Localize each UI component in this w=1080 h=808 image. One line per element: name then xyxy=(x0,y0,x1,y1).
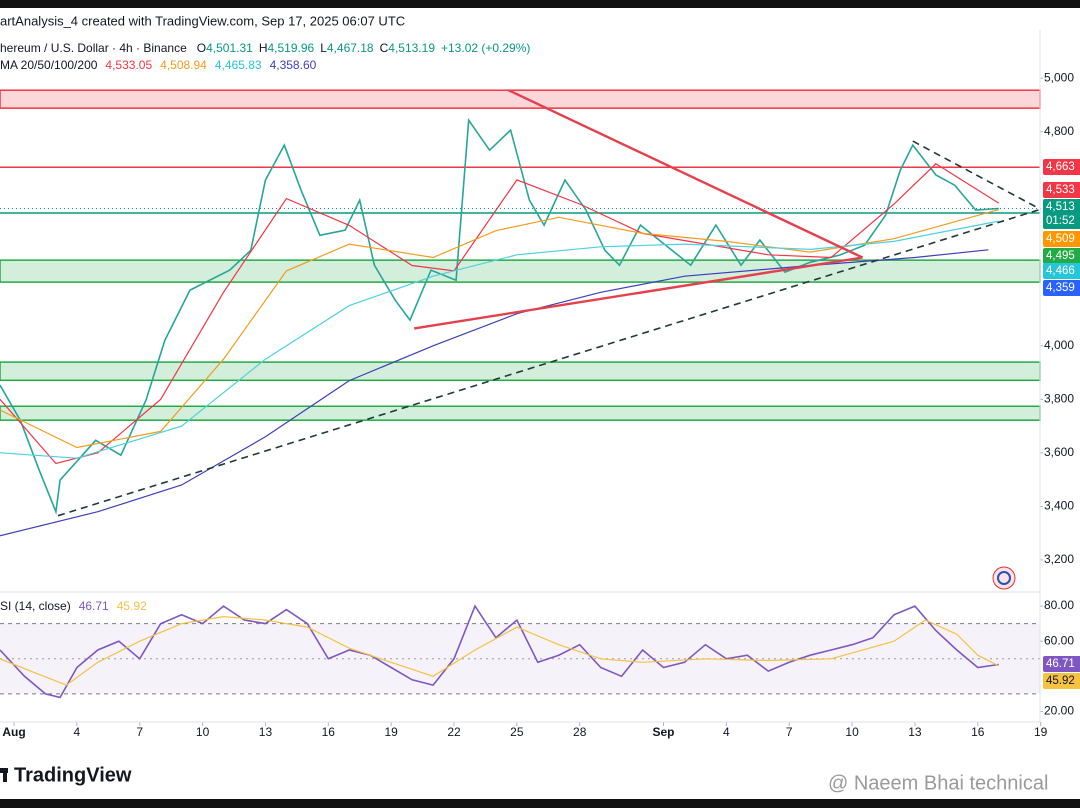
price-tag xyxy=(1043,199,1080,215)
series-line xyxy=(0,604,999,699)
rsi-value: 46.71 xyxy=(79,599,109,613)
logo-mark xyxy=(0,768,8,782)
x-tick-label: 4 xyxy=(74,725,81,739)
x-tick-label: 16 xyxy=(971,725,985,739)
x-tick-label: 10 xyxy=(196,725,210,739)
rsi-band xyxy=(0,623,1040,694)
ma-value: 4,533.05 xyxy=(105,58,152,72)
change: +13.02 (+0.29%) xyxy=(441,41,530,55)
y-tick-label: 3,600 xyxy=(1044,445,1074,459)
x-tick-label: 19 xyxy=(384,725,398,739)
rsi-tag xyxy=(1043,656,1080,672)
price-tag xyxy=(1043,213,1080,229)
ohlc-label: C xyxy=(380,41,389,55)
flag-icon xyxy=(992,566,1016,590)
y-tick-label: 5,000 xyxy=(1044,70,1074,84)
trendline xyxy=(414,256,863,330)
ma-line: MA 20/50/100/200 4,533.05 4,508.94 4,465.83… xyxy=(0,58,317,72)
y-tick-label: 4,000 xyxy=(1044,338,1074,352)
y-tick-label: 3,400 xyxy=(1044,499,1074,513)
x-tick-label: 4 xyxy=(723,725,730,739)
price-tag xyxy=(1043,248,1080,264)
series-line xyxy=(0,220,999,459)
rsi-tag-label: 45.92 xyxy=(1046,675,1075,687)
x-tick-label: 10 xyxy=(845,725,859,739)
icon-ring xyxy=(997,571,1011,585)
logo-stem xyxy=(3,768,7,782)
price-tag-label: 4,495 xyxy=(1046,250,1075,262)
y-tick-label: 4,800 xyxy=(1044,124,1074,138)
x-tick-label: 22 xyxy=(447,725,461,739)
bottom-border xyxy=(0,799,1080,808)
price-tag xyxy=(1043,159,1080,175)
x-tick-label: 25 xyxy=(510,725,524,739)
x-tick-label: 19 xyxy=(1034,725,1048,739)
y-tick-label: 80.00 xyxy=(1044,598,1074,612)
ma-label: MA 20/50/100/200 xyxy=(0,58,98,72)
zone xyxy=(0,89,1041,109)
ohlc-label: L xyxy=(320,41,327,55)
symbol-line: hereum / U.S. Dollar · 4h · Binance O4,50… xyxy=(0,41,530,55)
y-tick-label: 60.00 xyxy=(1044,633,1074,647)
price-tag xyxy=(1043,231,1080,247)
rsi-title: SI (14, close) xyxy=(0,599,71,613)
attribution: artAnalysis_4 created with TradingView.c… xyxy=(0,13,405,28)
x-tick-label: 16 xyxy=(322,725,336,739)
ohlc-label: O xyxy=(197,41,206,55)
y-tick-label: 3,800 xyxy=(1044,391,1074,405)
ma-value: 4,508.94 xyxy=(160,58,207,72)
price-tag xyxy=(1043,263,1080,279)
ohlc-value: 4,513.19 xyxy=(388,41,435,55)
trendline xyxy=(912,140,1041,211)
price-tag-label: 01:52 xyxy=(1046,215,1075,227)
x-tick-label: 7 xyxy=(786,725,793,739)
ohlc-value: 4,519.96 xyxy=(267,41,314,55)
zone xyxy=(0,405,1041,421)
y-tick-label: 3,200 xyxy=(1044,552,1074,566)
watermark: @ Naeem Bhai technical xyxy=(828,772,1048,794)
y-tick-label: 20.00 xyxy=(1044,704,1074,718)
series-line xyxy=(0,209,999,449)
ohlc-label: H xyxy=(259,41,268,55)
price-tag-label: 4,509 xyxy=(1046,233,1075,245)
x-tick-label: 13 xyxy=(908,725,922,739)
top-border xyxy=(0,0,1080,8)
x-tick-label: 13 xyxy=(259,725,273,739)
chart-layer: 5,000 4,800 4,000 3,800 3,600 3,400 3,200 80.00… xyxy=(0,13,1080,739)
price-tag xyxy=(1043,182,1080,198)
rsi-tag-label: 46.71 xyxy=(1046,658,1075,670)
rsi-tag xyxy=(1043,673,1080,689)
ma-value: 4,465.83 xyxy=(215,58,262,72)
ohlc-value: 4,467.18 xyxy=(327,41,374,55)
logo-text: TradingView xyxy=(14,764,132,786)
x-tick-label: 7 xyxy=(136,725,143,739)
price-tag-label: 4,513 xyxy=(1046,201,1075,213)
trendline xyxy=(57,208,1041,517)
price-tag-label: 4,533 xyxy=(1046,184,1075,196)
series-line xyxy=(0,615,999,686)
ohlc-value: 4,501.31 xyxy=(206,41,253,55)
x-tick-label: Aug xyxy=(2,725,25,739)
symbol: hereum / U.S. Dollar · 4h · Binance xyxy=(0,41,187,55)
rsi-header: SI (14, close) 46.71 45.92 xyxy=(0,599,147,613)
price-tag-label: 4,466 xyxy=(1046,265,1075,277)
x-tick-label: Sep xyxy=(653,725,675,739)
price-tag-label: 4,359 xyxy=(1046,282,1075,294)
x-tick-label: 28 xyxy=(573,725,587,739)
ma-value: 4,358.60 xyxy=(270,58,317,72)
series-line xyxy=(0,117,999,515)
icon-circle xyxy=(992,566,1016,590)
zone xyxy=(0,259,1041,283)
price-tag xyxy=(1043,280,1080,296)
trendline xyxy=(507,89,864,259)
rsi-value: 45.92 xyxy=(117,599,147,613)
price-tag-label: 4,663 xyxy=(1046,161,1075,173)
